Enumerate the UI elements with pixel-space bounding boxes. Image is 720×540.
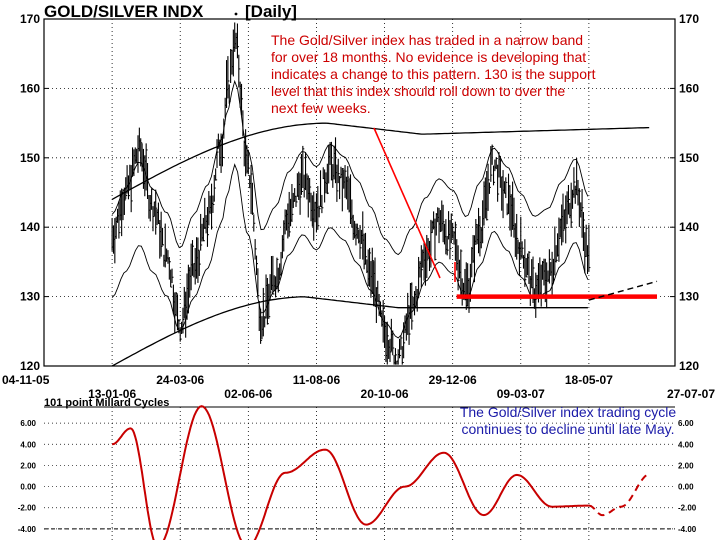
oscillator-tick-label-left: -4.00 (18, 525, 37, 534)
short-cycle-lower-band (111, 163, 589, 339)
annotation-arrow (373, 127, 456, 282)
oscillator-tick-label-right: -2.00 (678, 504, 697, 513)
y-tick-label-left: 150 (20, 151, 40, 165)
projected-lower-band (588, 280, 658, 301)
cycle-envelopes (111, 79, 650, 367)
date-axis-labels: 04-11-05 13-01-06 24-03-06 02-06-06 11-08-06… (2, 373, 715, 401)
long-cycle-lower-band (111, 296, 588, 367)
x-tick-label: 24-03-06 (156, 373, 204, 387)
oscillator-title: 101 point Millard Cycles (44, 397, 169, 409)
x-tick-label: 04-11-05 (2, 373, 50, 387)
oscillator-tick-label-right: 4.00 (678, 440, 694, 449)
y-tick-label-left: 130 (20, 290, 40, 304)
y-tick-label-right: 130 (679, 290, 699, 304)
arrow-line (373, 127, 441, 279)
price-panel-frame (43, 18, 676, 367)
y-tick-label-left: 140 (20, 220, 40, 234)
support-annotation-line: The Gold/Silver index has traded in a na… (271, 32, 584, 48)
millard-cycle-curve (111, 405, 651, 540)
y-tick-label-right: 160 (679, 81, 699, 95)
oscillator-tick-label-left: 0.00 (20, 483, 36, 492)
y-tick-label-left: 120 (20, 359, 40, 373)
support-annotation-line: for over 18 months. No evidence is devel… (271, 49, 587, 65)
support-annotation: The Gold/Silver index has traded in a na… (271, 32, 681, 117)
support-annotation-line: level that this index should roll down t… (271, 83, 566, 99)
short-cycle-upper-band (111, 79, 589, 256)
oscillator-grid (44, 422, 675, 530)
x-tick-label: 29-12-06 (429, 373, 477, 387)
long-cycle-upper-band (111, 122, 650, 200)
oscillator-tick-label-left: 4.00 (20, 440, 36, 449)
y-tick-label-left: 170 (20, 12, 40, 26)
millard-cycle-line (111, 405, 589, 540)
chart-title: GOLD/SILVER INDX (44, 2, 204, 21)
support-annotation-line: indicates a change to this pattern. 130 … (271, 66, 596, 82)
x-tick-label: 02-06-06 (224, 387, 272, 401)
support-annotation-line: next few weeks. (271, 100, 371, 116)
oscillator-tick-label-right: 6.00 (678, 419, 694, 428)
oscillator-tick-label-right: 2.00 (678, 461, 694, 470)
support-line-group (456, 280, 658, 301)
oscillator-tick-label-right: -4.00 (678, 525, 697, 534)
oscillator-tick-label-left: -2.00 (18, 504, 37, 513)
y-tick-label-left: 160 (20, 81, 40, 95)
oscillator-tick-label-right: 0.00 (678, 483, 694, 492)
chart-subtitle: [Daily] (245, 2, 297, 21)
price-bars (111, 22, 591, 365)
x-tick-label: 09-03-07 (497, 387, 545, 401)
x-tick-label: 18-05-07 (565, 373, 613, 387)
y-tick-label-right: 150 (679, 151, 699, 165)
x-tick-label: 20-10-06 (361, 387, 409, 401)
x-tick-label: 27-07-07 (667, 387, 715, 401)
oscillator-axis: -4.00 -4.00 -2.00 -2.00 0.00 0.00 2.00 2.00 4.00… (18, 419, 697, 534)
cycle-annotation: The Gold/Silver index trading cycle cont… (428, 404, 708, 438)
y-tick-label-right: 170 (679, 12, 699, 26)
y-tick-label-right: 140 (679, 220, 699, 234)
price-axis: 120 120 130 130 140 140 150 150 160 160 170 170 (20, 12, 699, 373)
cycle-annotation-line: continues to decline until late May. (461, 421, 675, 437)
x-tick-label: 11-08-06 (293, 373, 341, 387)
oscillator-tick-label-left: 2.00 (20, 461, 36, 470)
x-tick-label: 13-01-06 (88, 387, 136, 401)
cycle-annotation-line: The Gold/Silver index trading cycle (459, 404, 677, 420)
oscillator-tick-label-left: 6.00 (20, 419, 36, 428)
y-tick-label-right: 120 (679, 359, 699, 373)
title-dot (234, 12, 238, 16)
millard-cycle-projection (588, 472, 651, 517)
